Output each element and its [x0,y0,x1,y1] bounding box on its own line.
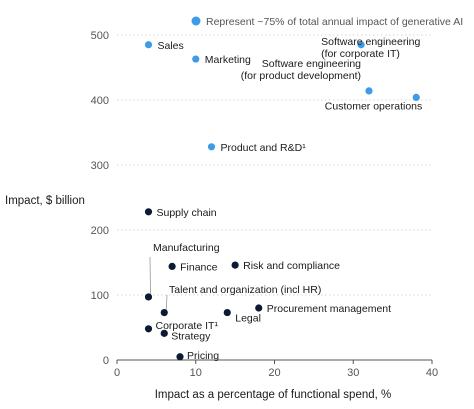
point-legal-12 [223,308,231,317]
point-label-pricing: Pricing [187,350,219,362]
x-tick-label-10: 10 [190,367,202,379]
y-axis-ticks: 0 100 200 300 400 500 [91,30,109,367]
y-tick-label-100: 100 [91,290,109,302]
point-label-product-and-r-d: Product and R&D¹ [221,142,307,154]
y-tick-label-400: 400 [91,95,109,107]
point-sales-0 [144,41,153,49]
y-axis-title: Impact, $ billion [5,195,85,207]
x-tick-label-0: 0 [114,367,120,379]
point-customer-operations-4 [412,93,420,101]
legend-entry: Represent ~75% of total annual impact of… [206,16,463,28]
y-tick-label-200: 200 [91,225,109,237]
point-label-legal: Legal [235,313,261,325]
point-strategy-14 [160,329,168,337]
leader-line-talent-and-organization-incl-hr [165,294,168,310]
point-label-procurement-management: Procurement management [267,303,391,315]
point-pricing-15 [176,353,184,361]
legend-marker [191,16,201,26]
point-label-risk-and-compliance: Risk and compliance [243,260,340,272]
point-label-customer-operations: Customer operations [325,100,422,112]
point-label-manufacturing: Manufacturing [153,242,220,254]
point-software-engineering-3 [365,87,373,95]
point-talent-and-organization-incl-hr-10 [160,308,168,317]
legend: Represent ~75% of total annual impact of… [191,16,463,28]
point-label-supply-chain: Supply chain [157,207,217,219]
x-axis-title: Impact as a percentage of functional spe… [155,389,392,401]
point-label-talent-and-organization-incl-hr: Talent and organization (incl HR) [169,284,321,296]
point-risk-and-compliance-9 [231,261,239,269]
y-tick-label-0: 0 [103,355,109,367]
y-tick-label-500: 500 [91,30,109,42]
point-label-corporate-it: Corporate IT¹ [156,320,219,332]
x-tick-label-20: 20 [268,367,280,379]
point-procurement-management-11 [255,304,263,312]
leader-line-manufacturing [149,256,151,294]
point-software-engineering-2 [357,41,365,49]
point-manufacturing-7 [144,293,153,301]
x-tick-label-40: 40 [426,367,438,379]
point-label-strategy: Strategy [171,330,211,342]
point-finance-8 [168,262,176,270]
point-label-software-engineering: Software engineering (for product develop… [241,58,361,82]
x-tick-label-30: 30 [347,367,359,379]
data-points [144,41,420,361]
point-supply-chain-6 [144,208,153,216]
point-corporate-it-13 [144,325,153,333]
point-label-finance: Finance [180,261,218,273]
point-label-marketing: Marketing [205,54,251,66]
leader-lines [149,256,168,310]
point-product-and-r-d-5 [207,143,216,151]
point-label-sales: Sales [158,40,184,52]
point-labels: Sales Marketing Software engineering (for c… [153,36,422,362]
point-label-software-engineering: Software engineering (for corporate IT) [321,36,420,60]
y-tick-label-300: 300 [91,160,109,172]
point-marketing-1 [192,55,200,63]
x-axis-ticks: 0 10 20 30 40 [114,360,438,379]
